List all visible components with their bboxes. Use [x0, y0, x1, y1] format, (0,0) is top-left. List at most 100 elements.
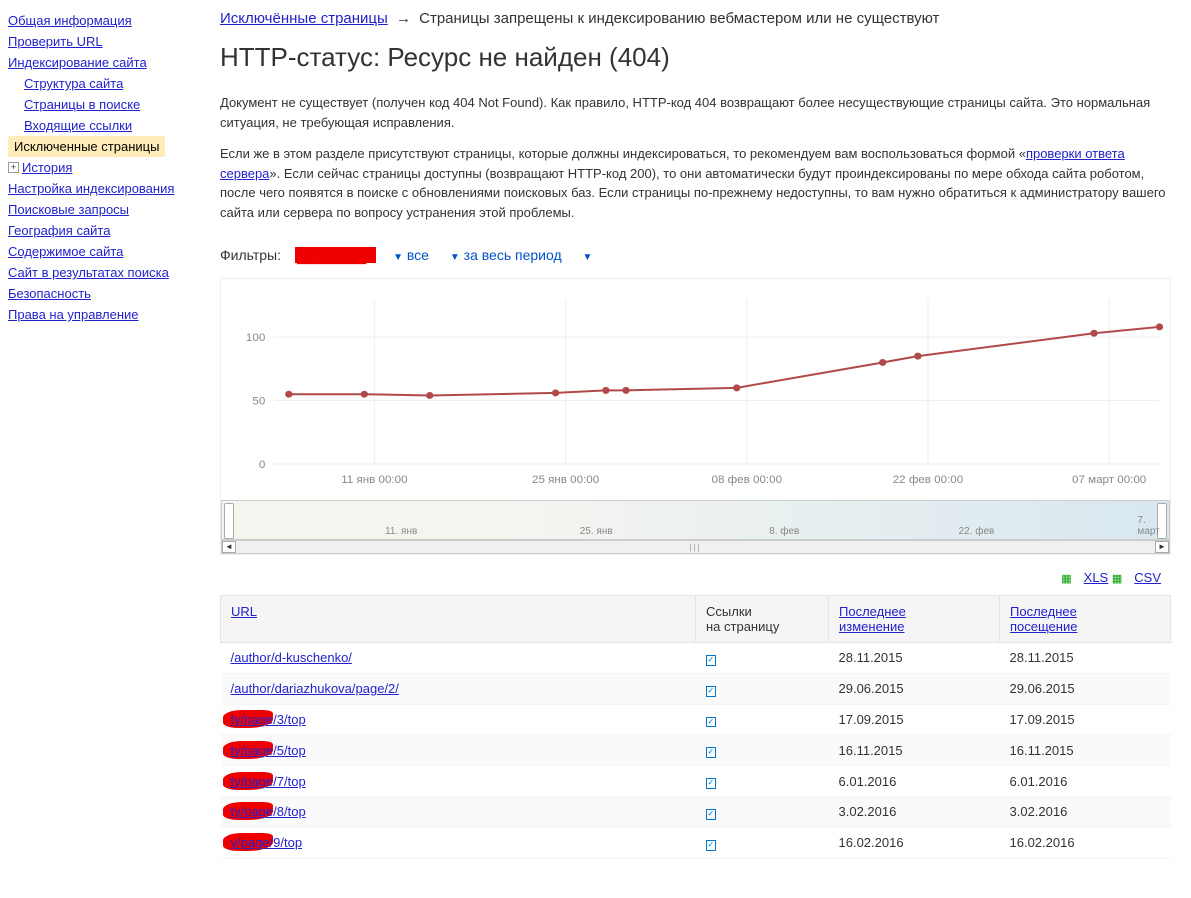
sidebar-item[interactable]: Поисковые запросы — [8, 199, 200, 220]
visited-cell: 16.02.2016 — [1000, 827, 1171, 858]
modified-cell: 29.06.2015 — [829, 673, 1000, 704]
visited-cell: 29.06.2015 — [1000, 673, 1171, 704]
scrollbar-left-btn[interactable]: ◄ — [222, 541, 236, 553]
sidebar-item[interactable]: Права на управление — [8, 304, 200, 325]
visited-cell: 3.02.2016 — [1000, 796, 1171, 827]
sidebar-item[interactable]: Индексирование сайта — [8, 52, 200, 73]
svg-text:50: 50 — [252, 396, 265, 408]
scrollbar-right-btn[interactable]: ► — [1155, 541, 1169, 553]
svg-text:100: 100 — [246, 332, 265, 344]
check-icon[interactable]: ✓ — [706, 655, 717, 666]
sidebar-item[interactable]: Общая информация — [8, 10, 200, 31]
sidebar-item[interactable]: Содержимое сайта — [8, 241, 200, 262]
main-content: Исключённые страницы → Страницы запрещен… — [200, 0, 1191, 869]
modified-cell: 16.02.2016 — [829, 827, 1000, 858]
url-link[interactable]: y/page/9/top — [231, 835, 303, 850]
description-para-2: Если же в этом разделе присутствуют стра… — [220, 144, 1171, 222]
filter-dropdown[interactable]: все — [407, 247, 433, 263]
svg-text:08 фев 00:00: 08 фев 00:00 — [712, 474, 782, 486]
breadcrumb-text: Страницы запрещены к индексированию вебм… — [419, 10, 939, 27]
chart-scrollbar[interactable]: ◄ ||| ► — [221, 540, 1170, 554]
header-url[interactable]: URL — [231, 604, 257, 619]
overview-label: 8. фев — [769, 526, 799, 537]
sidebar-item[interactable]: Структура сайта — [8, 73, 200, 94]
breadcrumb-arrow: → — [396, 10, 411, 27]
filters-label: Фильтры: — [220, 247, 281, 263]
table-header-row: URL Ссылкина страницу Последнееизменение… — [221, 596, 1171, 643]
sidebar-item[interactable]: Проверить URL — [8, 31, 200, 52]
chevron-down-icon: ▼ — [393, 252, 403, 263]
url-link[interactable]: ty/page/7/top — [231, 774, 306, 789]
breadcrumb-link[interactable]: Исключённые страницы — [220, 10, 388, 27]
svg-text:22 фев 00:00: 22 фев 00:00 — [893, 474, 963, 486]
chart-overview[interactable]: 11. янв 25. янв 8. фев 22. фев 7. март — [221, 500, 1170, 540]
table-row: ty/page/8/top ✓ 3.02.20163.02.2016 — [221, 796, 1171, 827]
header-modified[interactable]: Последнееизменение — [839, 604, 906, 634]
sidebar-item[interactable]: Входящие ссылки — [8, 115, 200, 136]
table-row: /author/dariazhukova/page/2/ ✓ 29.06.20152… — [221, 673, 1171, 704]
sidebar-item[interactable]: Безопасность — [8, 283, 200, 304]
check-icon[interactable]: ✓ — [706, 686, 717, 697]
url-table: URL Ссылкина страницу Последнееизменение… — [220, 595, 1171, 859]
visited-cell: 6.01.2016 — [1000, 766, 1171, 797]
check-icon[interactable]: ✓ — [706, 747, 717, 758]
scrollbar-track[interactable]: ||| — [236, 543, 1155, 552]
svg-text:11 янв 00:00: 11 янв 00:00 — [341, 474, 407, 486]
filters: Фильтры: ███████/ ▼ все ▼ за весь период… — [220, 247, 1171, 263]
expand-icon[interactable]: + — [8, 162, 19, 173]
modified-cell: 17.09.2015 — [829, 704, 1000, 735]
url-link[interactable]: ty/page/8/top — [231, 804, 306, 819]
overview-label: 7. март — [1137, 515, 1169, 537]
export-csv-link[interactable]: CSV — [1134, 570, 1161, 585]
page-title: HTTP-статус: Ресурс не найден (404) — [220, 42, 1171, 73]
table-row: ty/page/7/top ✓ 6.01.20166.01.2016 — [221, 766, 1171, 797]
overview-handle-left[interactable] — [224, 503, 234, 539]
table-row: ty/page/3/top ✓ 17.09.201517.09.2015 — [221, 704, 1171, 735]
sidebar-item[interactable]: Страницы в поиске — [8, 94, 200, 115]
modified-cell: 28.11.2015 — [829, 643, 1000, 674]
header-links: Ссылкина страницу — [696, 596, 829, 643]
check-icon[interactable]: ✓ — [706, 717, 717, 728]
table-row: y/page/9/top ✓ 16.02.201616.02.2016 — [221, 827, 1171, 858]
overview-label: 25. янв — [580, 526, 613, 537]
sidebar-item[interactable]: География сайта — [8, 220, 200, 241]
check-icon[interactable]: ✓ — [706, 809, 717, 820]
check-icon[interactable]: ✓ — [706, 778, 717, 789]
xls-icon: ▦ — [1061, 573, 1071, 585]
url-link[interactable]: ty/page/3/top — [231, 712, 306, 727]
table-row: /author/d-kuschenko/ ✓ 28.11.201528.11.201… — [221, 643, 1171, 674]
visited-cell: 16.11.2015 — [1000, 735, 1171, 766]
sidebar-item-active[interactable]: Исключенные страницы — [8, 136, 165, 157]
sidebar-item[interactable]: Сайт в результатах поиска — [8, 262, 200, 283]
overview-label: 11. янв — [385, 526, 417, 537]
visited-cell: 17.09.2015 — [1000, 704, 1171, 735]
breadcrumb: Исключённые страницы → Страницы запрещен… — [220, 10, 1171, 27]
svg-text:25 янв 00:00: 25 янв 00:00 — [532, 474, 599, 486]
line-chart: 0 50 100 11 янв 00:00 25 янв 00:00 08 фев 00:… — [221, 289, 1170, 489]
header-visited[interactable]: Последнеепосещение — [1010, 604, 1077, 634]
sidebar-item-expandable[interactable]: +История — [8, 157, 200, 178]
url-link[interactable]: /author/dariazhukova/page/2/ — [231, 681, 399, 696]
svg-text:07 март 00:00: 07 март 00:00 — [1072, 474, 1146, 486]
svg-text:0: 0 — [259, 459, 265, 471]
visited-cell: 28.11.2015 — [1000, 643, 1171, 674]
overview-label: 22. фев — [959, 526, 995, 537]
url-link[interactable]: /author/d-kuschenko/ — [231, 650, 352, 665]
chevron-down-icon: ▼ — [583, 252, 593, 263]
csv-icon: ▦ — [1112, 573, 1122, 585]
filter-dropdown[interactable]: ███████/ — [295, 247, 376, 263]
check-icon[interactable]: ✓ — [706, 840, 717, 851]
url-link[interactable]: ty/page/5/top — [231, 743, 306, 758]
modified-cell: 16.11.2015 — [829, 735, 1000, 766]
description-para-1: Документ не существует (получен код 404 … — [220, 93, 1171, 132]
export-links: ▦XLS ▦CSV — [220, 570, 1161, 585]
chart-main: 0 50 100 11 янв 00:00 25 янв 00:00 08 фев 00:… — [220, 278, 1171, 555]
sidebar-item[interactable]: История — [22, 157, 72, 178]
table-row: ty/page/5/top ✓ 16.11.201516.11.2015 — [221, 735, 1171, 766]
export-xls-link[interactable]: XLS — [1084, 570, 1109, 585]
modified-cell: 3.02.2016 — [829, 796, 1000, 827]
sidebar-item[interactable]: Настройка индексирования — [8, 178, 200, 199]
filter-dropdown[interactable]: за весь период — [464, 247, 566, 263]
sidebar: Общая информацияПроверить URLИндексирова… — [0, 0, 200, 869]
modified-cell: 6.01.2016 — [829, 766, 1000, 797]
